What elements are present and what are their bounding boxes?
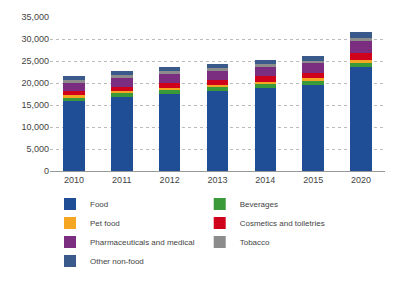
svg-text:10,000: 10,000 (21, 122, 49, 132)
svg-text:2014: 2014 (255, 175, 275, 185)
svg-text:Beverages: Beverages (240, 200, 278, 209)
svg-text:2010: 2010 (64, 175, 84, 185)
svg-text:Pharmaceuticals and medical: Pharmaceuticals and medical (90, 238, 195, 247)
svg-text:2012: 2012 (160, 175, 180, 185)
svg-text:35,000: 35,000 (21, 12, 49, 22)
svg-text:5,000: 5,000 (26, 144, 49, 154)
svg-text:25,000: 25,000 (21, 56, 49, 66)
svg-text:Cosmetics and toiletries: Cosmetics and toiletries (240, 219, 325, 228)
svg-text:Food: Food (90, 200, 108, 209)
svg-text:2013: 2013 (207, 175, 227, 185)
svg-text:Other non-food: Other non-food (90, 257, 144, 266)
svg-text:2020: 2020 (351, 175, 371, 185)
svg-text:Pet food: Pet food (90, 219, 120, 228)
svg-text:2011: 2011 (112, 175, 131, 185)
svg-text:15,000: 15,000 (21, 100, 49, 110)
svg-text:30,000: 30,000 (21, 34, 49, 44)
svg-text:Tobacco: Tobacco (240, 238, 270, 247)
svg-text:2015: 2015 (303, 175, 323, 185)
svg-text:20,000: 20,000 (21, 78, 49, 88)
svg-text:0: 0 (44, 166, 49, 176)
